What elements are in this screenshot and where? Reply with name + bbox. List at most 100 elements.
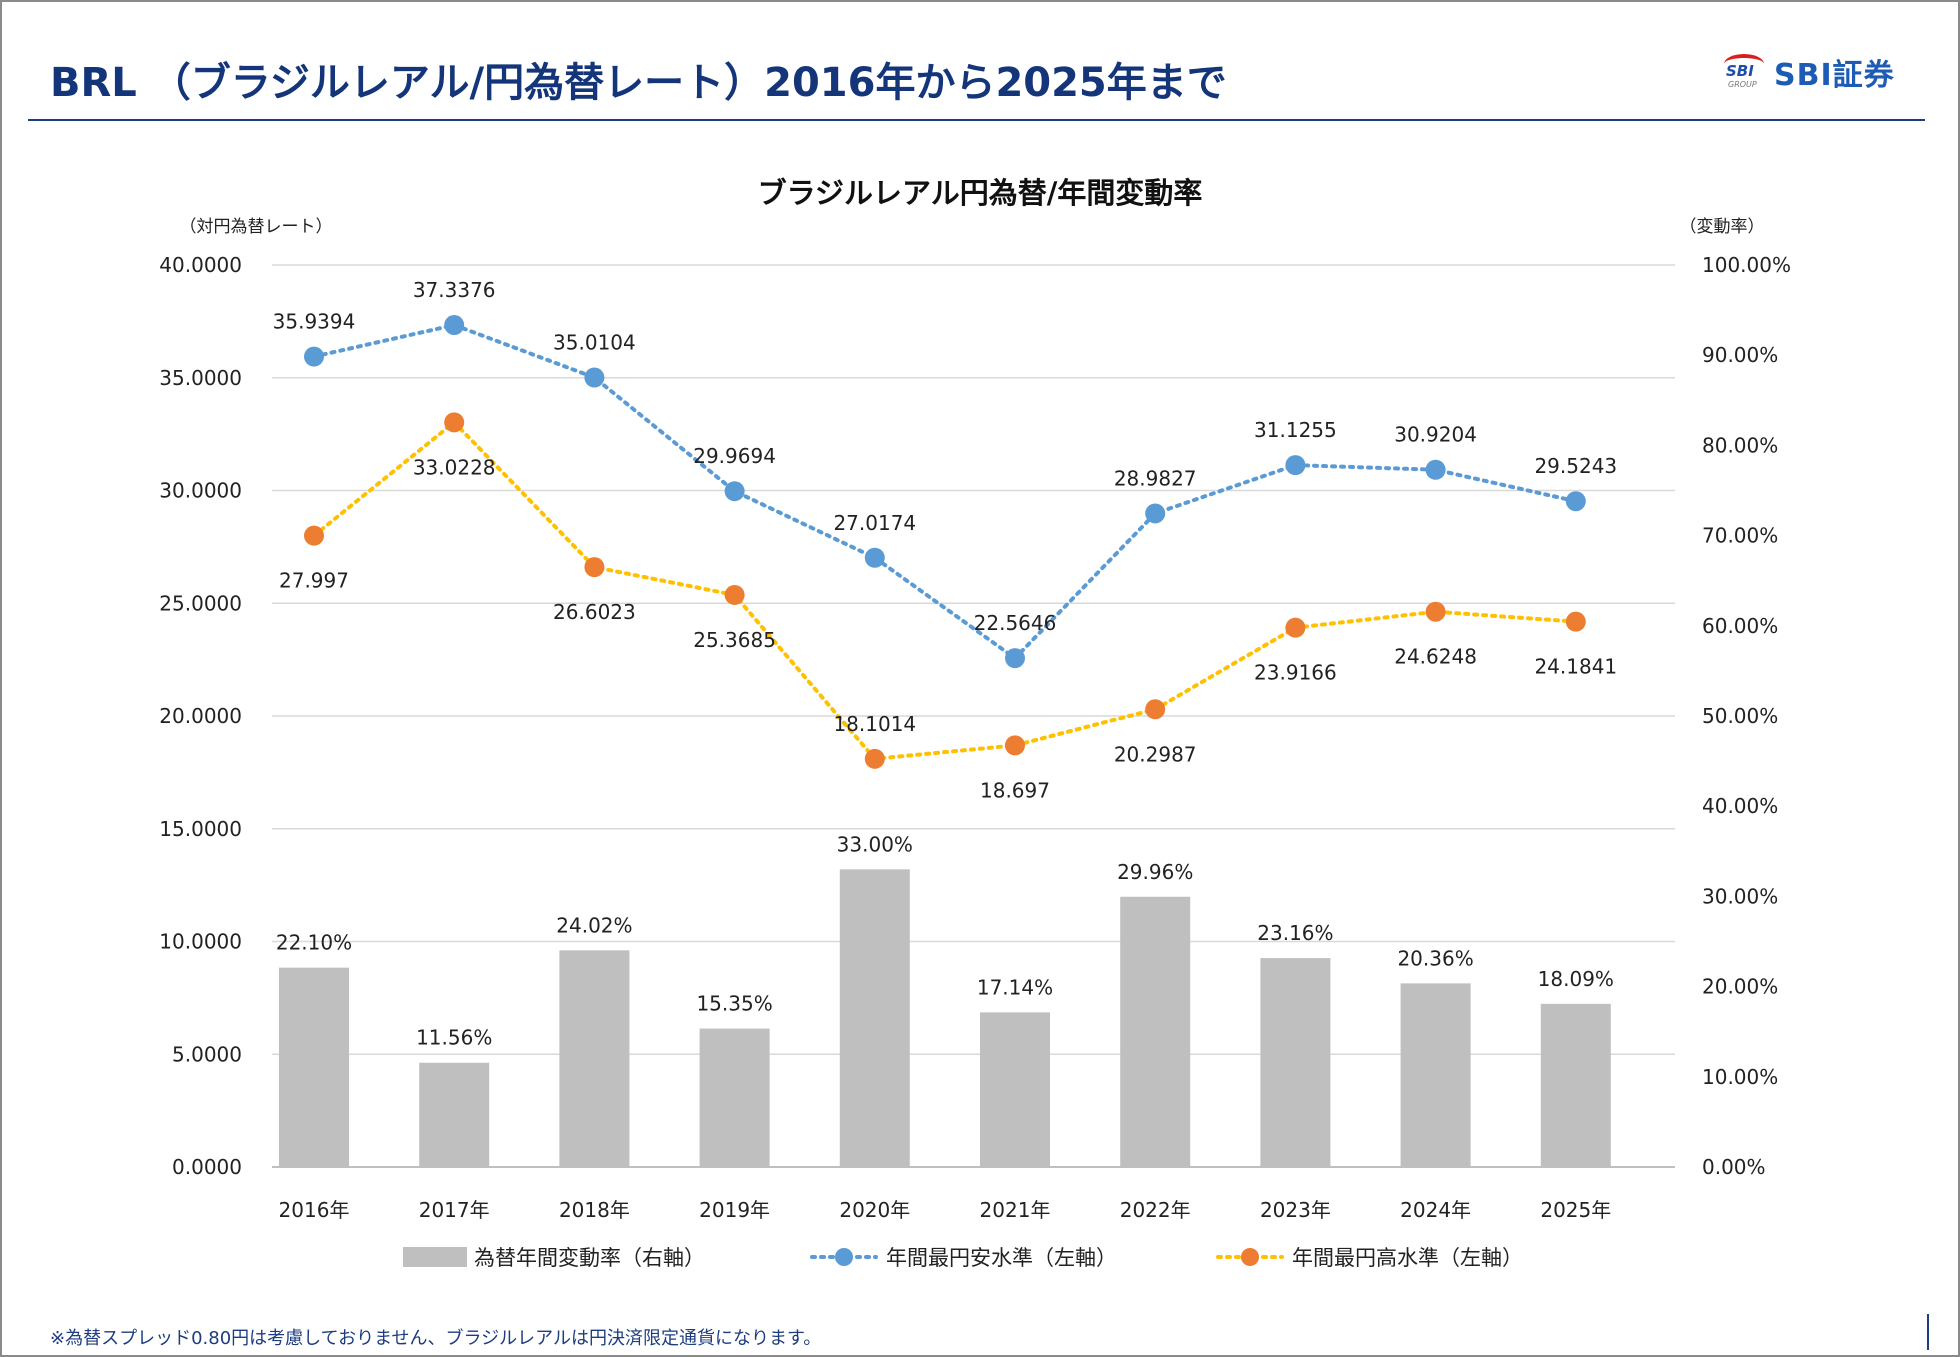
series-line: [312, 419, 1578, 761]
point-data-label: 37.3376: [413, 278, 496, 302]
bar-data-label: 17.14%: [977, 975, 1053, 999]
data-point: [1145, 503, 1166, 524]
point-data-label: 24.1841: [1534, 655, 1617, 679]
left-tick-label: 40.0000: [159, 253, 242, 277]
x-tick-label: 2021年: [980, 1198, 1051, 1222]
header-divider: [28, 119, 1925, 121]
point-data-label: 22.5646: [974, 611, 1057, 635]
x-tick-label: 2023年: [1260, 1198, 1331, 1222]
x-tick-label: 2022年: [1120, 1198, 1191, 1222]
right-tick-label: 100.00%: [1702, 253, 1791, 277]
point-data-label: 28.9827: [1114, 466, 1197, 490]
right-tick-label: 10.00%: [1702, 1065, 1778, 1089]
bar-data-label: 18.09%: [1538, 967, 1614, 991]
right-tick-label: 70.00%: [1702, 524, 1778, 548]
page-title: BRL （ブラジルレアル/円為替レート）2016年から2025年まで: [50, 60, 1227, 106]
data-point: [1005, 735, 1025, 756]
x-tick-label: 2020年: [839, 1198, 910, 1222]
point-data-label: 27.0174: [833, 511, 916, 535]
bar-data-label: 15.35%: [696, 992, 772, 1016]
footnote: ※為替スプレッド0.80円は考慮しておりません、ブラジルレアルは円決済限定通貨に…: [50, 1328, 822, 1349]
bar-data-label: 22.10%: [276, 931, 352, 955]
right-tick-label: 60.00%: [1702, 614, 1778, 638]
right-tick-label: 90.00%: [1702, 343, 1778, 367]
bar: [419, 1062, 490, 1167]
left-tick-label: 20.0000: [159, 704, 242, 728]
left-tick-label: 15.0000: [159, 817, 242, 841]
legend-bar-swatch: [403, 1247, 467, 1267]
data-point: [1425, 459, 1446, 480]
data-point: [304, 346, 324, 367]
bar: [1120, 896, 1191, 1167]
data-point: [724, 481, 745, 502]
chart-title: ブラジルレアル円為替/年間変動率: [758, 176, 1203, 210]
footer-divider: [1927, 1314, 1929, 1350]
bar-data-label: 11.56%: [416, 1026, 492, 1050]
point-data-label: 29.5243: [1534, 454, 1617, 478]
right-tick-label: 40.00%: [1702, 794, 1778, 818]
right-tick-label: 30.00%: [1702, 884, 1778, 908]
data-point: [1005, 648, 1025, 669]
left-tick-label: 0.0000: [172, 1155, 242, 1179]
point-data-label: 33.0228: [413, 455, 496, 479]
data-point: [724, 584, 745, 605]
sbi-logo: SBI GROUP SBI証券: [1722, 50, 1895, 94]
point-data-label: 35.9394: [273, 310, 356, 334]
point-data-label: 35.0104: [553, 331, 636, 355]
x-tick-label: 2025年: [1540, 1198, 1611, 1222]
point-data-label: 24.6248: [1394, 645, 1477, 669]
bar: [699, 1028, 770, 1167]
data-point: [444, 315, 465, 336]
point-data-label: 27.997: [279, 569, 349, 593]
legend-label: 年間最円高水準（左軸）: [1292, 1246, 1523, 1270]
data-point: [1285, 455, 1306, 476]
bar: [1400, 983, 1471, 1167]
point-data-label: 31.1255: [1254, 418, 1337, 442]
data-point: [1425, 601, 1446, 622]
x-tick-label: 2019年: [699, 1198, 770, 1222]
data-point: [584, 367, 605, 388]
right-axis-label: （変動率）: [1680, 217, 1765, 237]
point-data-label: 18.1014: [833, 712, 916, 736]
bar-data-label: 29.96%: [1117, 860, 1193, 884]
bar-data-label: 24.02%: [556, 913, 632, 937]
bar: [559, 950, 630, 1167]
right-tick-label: 0.00%: [1702, 1155, 1766, 1179]
point-data-label: 23.9166: [1254, 661, 1337, 685]
data-point: [1565, 491, 1586, 512]
left-tick-label: 10.0000: [159, 930, 242, 954]
point-data-label: 18.697: [980, 778, 1050, 802]
x-tick-label: 2016年: [279, 1198, 350, 1222]
bar: [980, 1012, 1050, 1167]
point-data-label: 30.9204: [1394, 423, 1477, 447]
bar: [1260, 958, 1331, 1167]
x-tick-label: 2018年: [559, 1198, 630, 1222]
bar-data-label: 20.36%: [1397, 946, 1473, 970]
legend-marker: [835, 1248, 853, 1266]
x-tick-label: 2024年: [1400, 1198, 1471, 1222]
data-point: [1565, 611, 1586, 632]
point-data-label: 26.6023: [553, 600, 636, 624]
bar: [1540, 1003, 1611, 1167]
data-point: [1145, 699, 1166, 720]
data-point: [584, 557, 605, 578]
data-point: [1285, 617, 1306, 638]
legend-label: 為替年間変動率（右軸）: [474, 1246, 705, 1270]
left-tick-label: 5.0000: [172, 1042, 242, 1066]
bar: [839, 869, 910, 1167]
right-tick-label: 80.00%: [1702, 433, 1778, 457]
data-point: [304, 525, 324, 546]
data-point: [444, 412, 465, 433]
series-line: [312, 322, 1578, 661]
data-point: [864, 547, 885, 568]
data-point: [864, 748, 885, 769]
left-tick-label: 30.0000: [159, 479, 242, 503]
point-data-label: 20.2987: [1114, 742, 1197, 766]
bar-data-label: 33.00%: [837, 832, 913, 856]
bar-data-label: 23.16%: [1257, 921, 1333, 945]
x-tick-label: 2017年: [419, 1198, 490, 1222]
legend-label: 年間最円安水準（左軸）: [886, 1246, 1117, 1270]
point-data-label: 25.3685: [693, 628, 776, 652]
